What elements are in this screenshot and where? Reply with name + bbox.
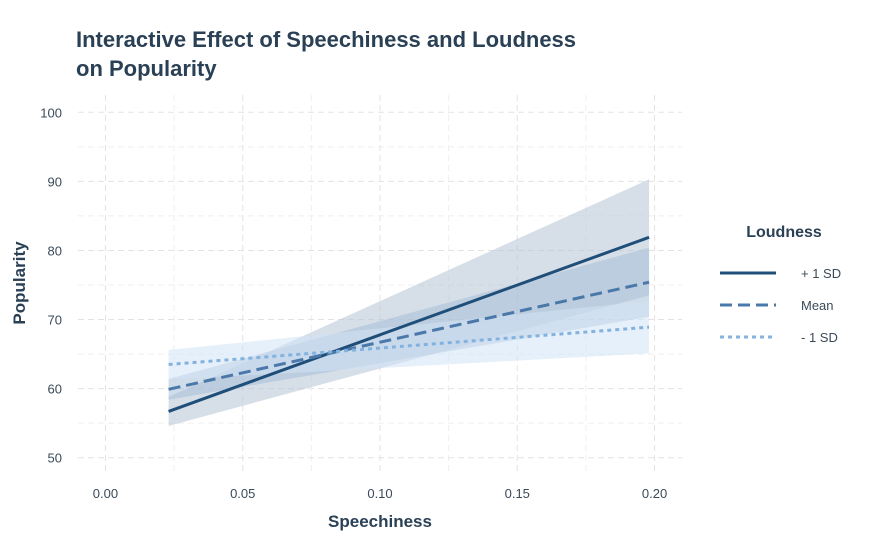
y-axis-label: Popularity [10,241,29,325]
legend-label: Mean [801,298,834,313]
x-tick-label: 0.05 [230,486,255,501]
y-tick-label: 50 [48,451,62,466]
legend-title: Loudness [746,224,822,241]
x-axis-ticks: 0.00 0.05 0.10 0.15 0.20 [93,486,667,501]
series-lines [168,235,650,413]
legend: Loudness + 1 SD Mean - 1 SD [720,224,841,345]
series-line [168,235,650,413]
y-tick-label: 90 [48,174,62,189]
y-tick-label: 100 [40,105,62,120]
series-line [168,325,650,366]
x-tick-label: 0.15 [505,486,530,501]
legend-label: - 1 SD [801,330,838,345]
chart-title-line-2: on Popularity [76,56,217,81]
confidence-band [168,300,650,380]
y-axis-ticks: 50 60 70 80 90 100 [40,105,62,465]
x-tick-label: 0.00 [93,486,118,501]
y-tick-label: 80 [48,243,62,258]
x-tick-label: 0.20 [642,486,667,501]
legend-label: + 1 SD [801,266,841,281]
y-tick-label: 60 [48,382,62,397]
x-tick-label: 0.10 [367,486,392,501]
series-line [168,280,650,391]
chart-title-line-1: Interactive Effect of Speechiness and Lo… [76,27,577,52]
y-tick-label: 70 [48,313,62,328]
x-axis-label: Speechiness [328,512,432,531]
